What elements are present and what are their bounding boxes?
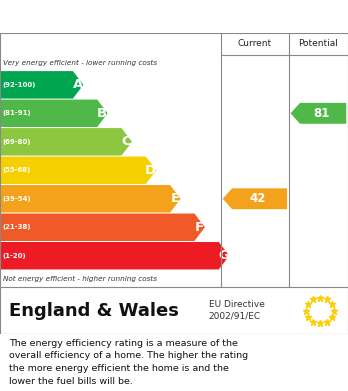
Text: EU Directive
2002/91/EC: EU Directive 2002/91/EC [209, 300, 265, 321]
Polygon shape [0, 100, 108, 127]
Text: D: D [145, 164, 156, 177]
Text: Very energy efficient - lower running costs: Very energy efficient - lower running co… [3, 60, 157, 66]
Text: (69-80): (69-80) [2, 139, 31, 145]
Text: Current: Current [238, 39, 272, 48]
Polygon shape [0, 213, 205, 241]
Polygon shape [291, 103, 346, 124]
Text: England & Wales: England & Wales [9, 301, 179, 319]
Text: (39-54): (39-54) [2, 196, 31, 202]
Text: 81: 81 [313, 107, 330, 120]
Text: (92-100): (92-100) [2, 82, 36, 88]
Text: Not energy efficient - higher running costs: Not energy efficient - higher running co… [3, 276, 157, 282]
Text: (21-38): (21-38) [2, 224, 31, 230]
Polygon shape [223, 188, 287, 209]
Polygon shape [0, 185, 181, 212]
Text: Potential: Potential [299, 39, 338, 48]
Text: E: E [171, 192, 180, 205]
Text: G: G [218, 249, 229, 262]
Text: (81-91): (81-91) [2, 110, 31, 116]
Text: (1-20): (1-20) [2, 253, 26, 259]
Polygon shape [0, 242, 229, 269]
Text: The energy efficiency rating is a measure of the
overall efficiency of a home. T: The energy efficiency rating is a measur… [9, 339, 248, 386]
Polygon shape [0, 156, 156, 184]
Text: F: F [195, 221, 204, 234]
Text: (55-68): (55-68) [2, 167, 31, 173]
Text: Energy Efficiency Rating: Energy Efficiency Rating [9, 9, 230, 24]
Text: A: A [73, 78, 83, 91]
Text: 42: 42 [250, 192, 266, 205]
Text: B: B [97, 107, 107, 120]
Polygon shape [0, 128, 132, 156]
Polygon shape [0, 71, 84, 99]
Text: C: C [121, 135, 131, 148]
